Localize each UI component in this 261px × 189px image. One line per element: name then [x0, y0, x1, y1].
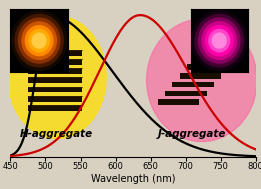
- Circle shape: [192, 11, 247, 70]
- Ellipse shape: [8, 16, 106, 139]
- FancyBboxPatch shape: [28, 59, 82, 65]
- FancyBboxPatch shape: [172, 82, 214, 88]
- Circle shape: [205, 26, 233, 56]
- Circle shape: [15, 14, 63, 67]
- Circle shape: [195, 14, 243, 67]
- Circle shape: [212, 33, 226, 48]
- Circle shape: [19, 18, 60, 63]
- FancyBboxPatch shape: [180, 73, 221, 79]
- Text: H-aggregate: H-aggregate: [20, 129, 93, 139]
- Circle shape: [25, 26, 53, 56]
- FancyBboxPatch shape: [194, 56, 236, 61]
- FancyBboxPatch shape: [158, 99, 199, 105]
- FancyBboxPatch shape: [28, 105, 82, 111]
- FancyBboxPatch shape: [28, 96, 82, 102]
- FancyBboxPatch shape: [28, 50, 82, 56]
- Circle shape: [32, 33, 46, 48]
- Text: J-aggregate: J-aggregate: [158, 129, 226, 139]
- Circle shape: [22, 22, 56, 59]
- FancyBboxPatch shape: [28, 77, 82, 83]
- FancyBboxPatch shape: [165, 91, 207, 96]
- FancyBboxPatch shape: [187, 64, 229, 70]
- Circle shape: [209, 29, 230, 52]
- Circle shape: [29, 29, 50, 52]
- Circle shape: [199, 18, 240, 63]
- FancyBboxPatch shape: [28, 87, 82, 92]
- Circle shape: [202, 22, 236, 59]
- Circle shape: [11, 11, 67, 70]
- Ellipse shape: [147, 19, 257, 142]
- FancyBboxPatch shape: [28, 68, 82, 74]
- X-axis label: Wavelength (nm): Wavelength (nm): [91, 174, 175, 184]
